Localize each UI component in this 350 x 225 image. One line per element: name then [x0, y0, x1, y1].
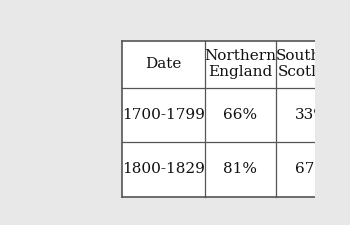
- Text: 81%: 81%: [223, 162, 257, 176]
- Text: Southern
Scotland: Southern Scotland: [276, 49, 348, 79]
- Text: 1700-1799: 1700-1799: [122, 108, 205, 122]
- Text: 67%: 67%: [295, 162, 329, 176]
- Text: Northern
England: Northern England: [204, 49, 276, 79]
- Text: 1800-1829: 1800-1829: [122, 162, 205, 176]
- Text: 33%: 33%: [295, 108, 329, 122]
- Text: Date: Date: [145, 57, 182, 71]
- Text: 66%: 66%: [223, 108, 258, 122]
- Bar: [122, 41, 315, 197]
